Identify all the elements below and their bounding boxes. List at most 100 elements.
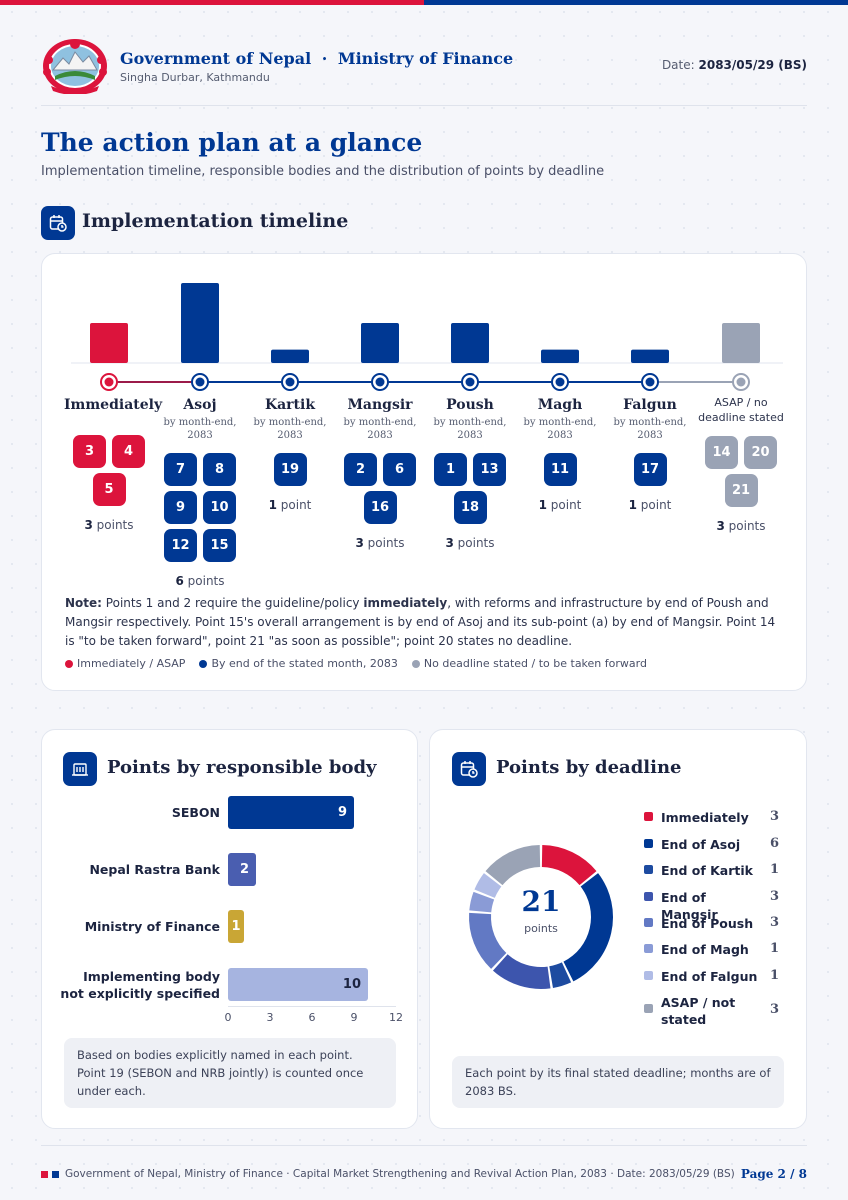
point-chip: 18 — [453, 491, 487, 524]
timeline-bar — [631, 349, 669, 363]
legend-value: 6 — [770, 836, 780, 851]
timeline-column-asoj: Asoj by month-end, 2083 — [155, 397, 245, 442]
deadline-note: Each point by its final stated deadline;… — [452, 1056, 784, 1108]
point-chip: 10 — [203, 491, 236, 524]
legend-value: 3 — [770, 809, 780, 824]
calendar-clock-icon — [41, 206, 75, 240]
timeline-bar — [541, 349, 579, 363]
x-tick-label: 6 — [308, 1011, 316, 1024]
timeline-marker-dot — [645, 377, 655, 387]
bar-category-label: Implementing body not explicitly specifi… — [60, 969, 220, 1001]
donut-slice — [469, 912, 507, 969]
timeline-month-year: 2083 — [637, 430, 663, 441]
timeline-column-asap-no: ASAP / no deadline stated — [696, 395, 786, 425]
timeline-month-year: 2083 — [457, 430, 483, 441]
timeline-count: 3 points — [84, 518, 134, 532]
timeline-column-immediately: Immediately — [64, 397, 162, 413]
page-header: Government of Nepal · Ministry of Financ… — [41, 36, 807, 106]
timeline-month-by: by month-end, — [343, 417, 417, 428]
timeline-month-year: 2083 — [187, 430, 213, 441]
legend-value: 3 — [770, 889, 780, 904]
legend-label: End of Asoj — [661, 837, 741, 852]
footer-text: Government of Nepal, Ministry of Finance… — [65, 1168, 735, 1180]
timeline-column-mangsir: Mangsir by month-end, 2083 — [335, 397, 425, 442]
legend-swatch — [644, 944, 653, 953]
point-chip: 6 — [383, 453, 416, 486]
timeline-marker-dot — [195, 377, 205, 387]
nepal-emblem-icon — [43, 39, 107, 94]
page-number: Page 2 / 8 — [740, 1167, 807, 1181]
timeline-count: 1 point — [538, 498, 582, 512]
x-tick-label: 12 — [389, 1011, 403, 1024]
page-footer: Government of Nepal, Ministry of Finance… — [41, 1145, 807, 1200]
donut-center-value: 21 — [521, 885, 561, 918]
legend-item-no-deadline: No deadline stated / to be taken forward — [411, 657, 647, 670]
legend-value: 3 — [770, 1002, 780, 1017]
x-axis-line — [228, 1006, 396, 1007]
bar-category-label: Ministry of Finance — [84, 919, 220, 934]
point-chip: 12 — [164, 529, 197, 562]
top-accent-bar — [0, 0, 848, 5]
point-chip: 21 — [724, 474, 758, 507]
legend-label: End of Kartik — [661, 863, 753, 878]
timeline-month-year: 2083 — [547, 430, 573, 441]
point-chip: 4 — [112, 435, 145, 468]
bar-category-label: Nepal Rastra Bank — [89, 862, 220, 877]
legend-label: End of Falgun — [661, 969, 758, 984]
deadline-donut-chart — [469, 845, 613, 989]
timeline-month-name: Kartik — [264, 397, 316, 413]
timeline-column-kartik: Kartik by month-end, 2083 — [245, 397, 335, 442]
responsible-bar: 2 — [228, 853, 256, 886]
timeline-month-by: by month-end, — [163, 417, 237, 428]
point-chip: 3 — [73, 435, 106, 468]
timeline-month-by: by month-end, — [613, 417, 687, 428]
timeline-month-year: 2083 — [277, 430, 303, 441]
legend-swatch — [644, 971, 653, 980]
donut-slice — [549, 962, 572, 988]
responsible-section-title: Points by responsible body — [107, 757, 377, 778]
timeline-month-name: Magh — [537, 397, 583, 413]
legend-swatch — [644, 918, 653, 927]
timeline-month-name: Mangsir — [347, 397, 413, 413]
timeline-count: 6 points — [175, 574, 225, 588]
timeline-note: Note: Points 1 and 2 require the guideli… — [65, 596, 776, 648]
timeline-marker-dot — [375, 377, 385, 387]
timeline-month-name: ASAP / no — [714, 396, 768, 409]
donut-slice — [469, 891, 495, 913]
timeline-month-name: Poush — [446, 397, 494, 413]
legend-label: End of Mangsir — [661, 890, 718, 922]
legend-value: 1 — [770, 862, 780, 877]
header-subtitle: Singha Durbar, Kathmandu — [120, 71, 270, 84]
donut-slice — [541, 845, 597, 886]
footer-blue-square — [52, 1171, 59, 1178]
donut-slice — [563, 873, 613, 982]
timeline-count: 1 point — [268, 498, 312, 512]
page-subtitle: Implementation timeline, responsible bod… — [41, 164, 605, 179]
point-chip: 17 — [633, 453, 667, 486]
timeline-bar — [451, 323, 489, 363]
timeline-month-by: deadline stated — [698, 411, 784, 424]
timeline-marker-dot — [555, 377, 565, 387]
timeline-marker-dot — [104, 377, 114, 387]
timeline-month-year: 2083 — [367, 430, 393, 441]
timeline-month-by: by month-end, — [253, 417, 327, 428]
x-tick-label: 3 — [266, 1011, 274, 1024]
point-chip: 9 — [164, 491, 197, 524]
timeline-bar — [181, 283, 219, 363]
legend-swatch — [644, 865, 653, 874]
timeline-count: 3 points — [355, 536, 405, 550]
timeline-chart — [71, 283, 783, 391]
legend-item-month: By end of the stated month, 2083 — [199, 657, 398, 670]
point-chip: 7 — [164, 453, 197, 486]
timeline-month-by: by month-end, — [433, 417, 507, 428]
timeline-marker-dot — [465, 377, 475, 387]
legend-value: 1 — [770, 941, 780, 956]
responsible-note: Based on bodies explicitly named in each… — [64, 1038, 396, 1108]
timeline-column-magh: Magh by month-end, 2083 — [515, 397, 605, 442]
donut-slice — [474, 873, 502, 898]
legend-swatch — [644, 892, 653, 901]
timeline-count: 3 points — [716, 519, 766, 533]
point-chip: 20 — [744, 436, 777, 469]
legend-swatch — [644, 839, 653, 848]
timeline-month-name: Asoj — [183, 397, 217, 413]
